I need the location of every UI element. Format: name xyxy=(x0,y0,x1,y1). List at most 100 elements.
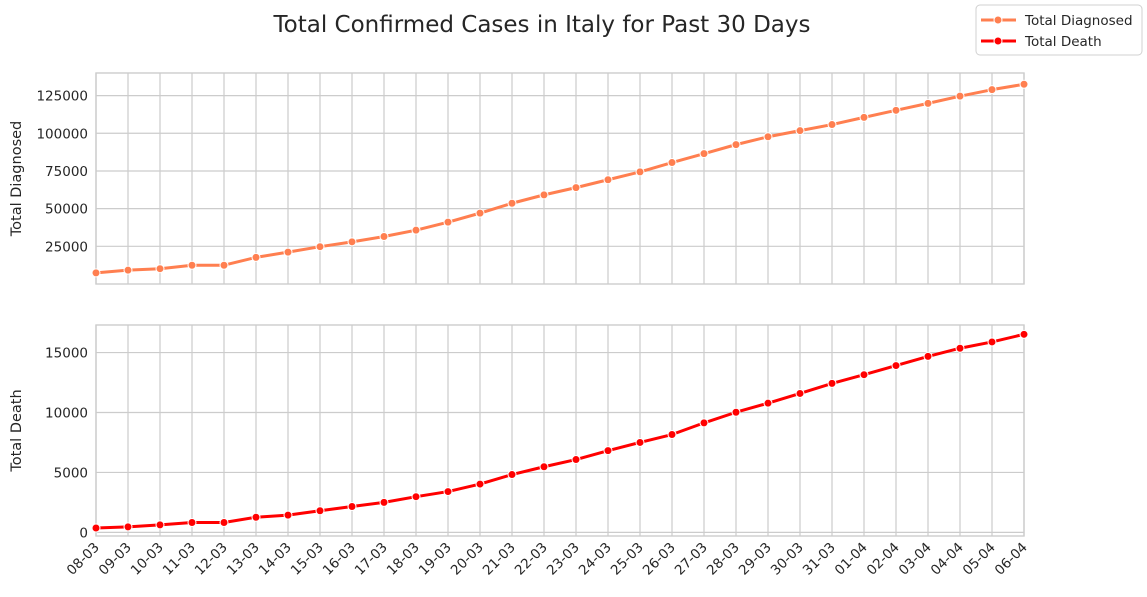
data-point xyxy=(891,105,901,115)
plot-frame xyxy=(95,72,1025,285)
data-point xyxy=(667,430,677,440)
x-tick-label: 30-03 xyxy=(768,540,807,579)
legend-box xyxy=(975,4,1143,56)
data-point xyxy=(475,208,485,218)
data-point xyxy=(91,523,101,533)
plot-frame xyxy=(95,324,1025,537)
x-tick-label: 25-03 xyxy=(608,540,647,579)
x-tick-label: 17-03 xyxy=(352,540,391,579)
series-line xyxy=(94,332,1026,530)
data-point xyxy=(379,497,389,507)
x-tick-label: 22-03 xyxy=(512,540,551,579)
data-point xyxy=(923,351,933,361)
data-point xyxy=(219,260,229,270)
data-point xyxy=(539,190,549,200)
x-axis: 08-0309-0310-0311-0312-0313-0314-0315-03… xyxy=(64,540,1031,579)
x-tick-label: 12-03 xyxy=(192,540,231,579)
data-point xyxy=(443,217,453,227)
data-point xyxy=(219,517,229,527)
x-tick-label: 11-03 xyxy=(160,540,199,579)
panel-total-death: 0 5000 10000 15000 Total Death xyxy=(9,324,1029,541)
data-point xyxy=(123,522,133,532)
y-axis-label: Total Diagnosed xyxy=(9,121,25,238)
x-tick-label: 05-04 xyxy=(960,540,999,579)
data-point xyxy=(283,247,293,257)
data-point xyxy=(443,487,453,497)
data-point xyxy=(539,462,549,472)
x-tick-label: 24-03 xyxy=(576,540,615,579)
data-point xyxy=(507,198,517,208)
data-point xyxy=(603,446,613,456)
data-point xyxy=(667,158,677,168)
data-point xyxy=(1019,329,1029,339)
x-tick-label: 21-03 xyxy=(480,540,519,579)
data-point xyxy=(603,175,613,185)
data-point xyxy=(315,506,325,516)
y-tick-label: 5000 xyxy=(54,465,88,481)
legend-marker-diagnosed xyxy=(993,15,1003,25)
data-point xyxy=(411,492,421,502)
x-tick-label: 23-03 xyxy=(544,540,583,579)
legend-label-diagnosed: Total Diagnosed xyxy=(1024,13,1133,29)
data-point xyxy=(187,260,197,270)
data-point xyxy=(251,512,261,522)
x-tick-label: 09-03 xyxy=(96,540,135,579)
data-point xyxy=(923,98,933,108)
x-tick-label: 28-03 xyxy=(704,540,743,579)
data-point xyxy=(891,361,901,371)
data-point xyxy=(635,437,645,447)
y-tick-label: 25000 xyxy=(45,239,88,255)
data-point xyxy=(123,265,133,275)
y-tick-label: 10000 xyxy=(45,406,88,422)
data-point xyxy=(731,140,741,150)
legend-marker-death xyxy=(993,36,1003,46)
data-point xyxy=(731,407,741,417)
x-tick-label: 27-03 xyxy=(672,540,711,579)
data-point xyxy=(251,252,261,262)
data-point xyxy=(91,268,101,278)
data-point xyxy=(987,337,997,347)
y-tick-label: 125000 xyxy=(36,89,88,105)
x-tick-label: 06-04 xyxy=(992,540,1031,579)
x-tick-label: 02-04 xyxy=(864,540,903,579)
x-tick-label: 29-03 xyxy=(736,540,775,579)
data-point xyxy=(571,183,581,193)
data-point xyxy=(795,388,805,398)
data-point xyxy=(155,520,165,530)
data-point xyxy=(795,126,805,136)
x-tick-label: 01-04 xyxy=(832,540,871,579)
data-point xyxy=(475,479,485,489)
y-tick-label: 15000 xyxy=(45,346,88,362)
y-tick-label: 100000 xyxy=(36,126,88,142)
data-point xyxy=(411,225,421,235)
data-point xyxy=(187,517,197,527)
data-point xyxy=(635,167,645,177)
legend: Total Diagnosed Total Death xyxy=(975,4,1143,56)
x-tick-label: 31-03 xyxy=(800,540,839,579)
chart-title: Total Confirmed Cases in Italy for Past … xyxy=(273,12,811,38)
data-point xyxy=(1019,79,1029,89)
x-tick-label: 20-03 xyxy=(448,540,487,579)
data-point xyxy=(859,112,869,122)
x-tick-label: 10-03 xyxy=(128,540,167,579)
data-point xyxy=(347,502,357,512)
data-point xyxy=(507,470,517,480)
x-tick-label: 04-04 xyxy=(928,540,967,579)
data-point xyxy=(763,398,773,408)
data-point xyxy=(155,264,165,274)
x-tick-label: 26-03 xyxy=(640,540,679,579)
data-point xyxy=(987,85,997,95)
data-point xyxy=(763,132,773,142)
y-tick-label: 50000 xyxy=(45,202,88,218)
data-point xyxy=(955,91,965,101)
x-tick-label: 03-04 xyxy=(896,540,935,579)
x-tick-label: 18-03 xyxy=(384,540,423,579)
x-tick-label: 13-03 xyxy=(224,540,263,579)
x-tick-label: 15-03 xyxy=(288,540,327,579)
data-point xyxy=(827,120,837,130)
data-point xyxy=(347,237,357,247)
y-axis-label: Total Death xyxy=(9,389,25,472)
legend-label-death: Total Death xyxy=(1024,34,1102,50)
x-tick-label: 16-03 xyxy=(320,540,359,579)
